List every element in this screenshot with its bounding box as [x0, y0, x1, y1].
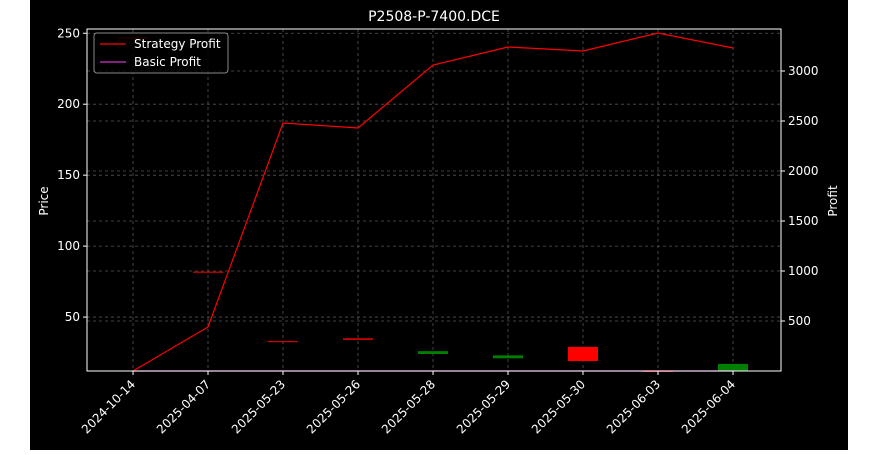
candle-2025-05-28 — [418, 351, 448, 354]
y-right-tick-label-3000: 3000 — [788, 64, 819, 78]
y-right-tick-label-500: 500 — [788, 314, 811, 328]
y-axis-right-label: Profit — [826, 185, 840, 217]
y-axis-left-label: Price — [37, 186, 51, 215]
legend-label-strategy: Strategy Profit — [134, 37, 221, 51]
candle-2025-05-30 — [568, 346, 598, 362]
y-left-tick-label-150: 150 — [57, 168, 80, 182]
y-right-tick-label-1000: 1000 — [788, 264, 819, 278]
candle-2025-05-29 — [493, 355, 523, 359]
figure-background — [30, 0, 848, 450]
legend: Strategy Profit Basic Profit — [93, 32, 229, 74]
series-line-strategy-profit — [132, 32, 734, 372]
candle-2025-05-26 — [343, 338, 373, 340]
legend-label-basic: Basic Profit — [134, 55, 201, 69]
grid-lines — [87, 29, 781, 371]
candle-2025-05-23 — [268, 341, 298, 343]
y-left-tick-label-200: 200 — [57, 97, 80, 111]
y-left-tick-label-50: 50 — [65, 310, 80, 324]
y-left-tick-label-100: 100 — [57, 239, 80, 253]
candle-2025-06-04 — [718, 363, 748, 371]
chart-title: P2508-P-7400.DCE — [368, 9, 500, 25]
legend-box — [93, 32, 229, 74]
y-left-tick-label-250: 250 — [57, 26, 80, 40]
plot-frame — [86, 28, 782, 372]
y-right-tick-label-2500: 2500 — [788, 114, 819, 128]
y-right-tick-label-2000: 2000 — [788, 164, 819, 178]
y-right-tick-label-1500: 1500 — [788, 214, 819, 228]
candle-2025-04-07 — [193, 271, 223, 273]
